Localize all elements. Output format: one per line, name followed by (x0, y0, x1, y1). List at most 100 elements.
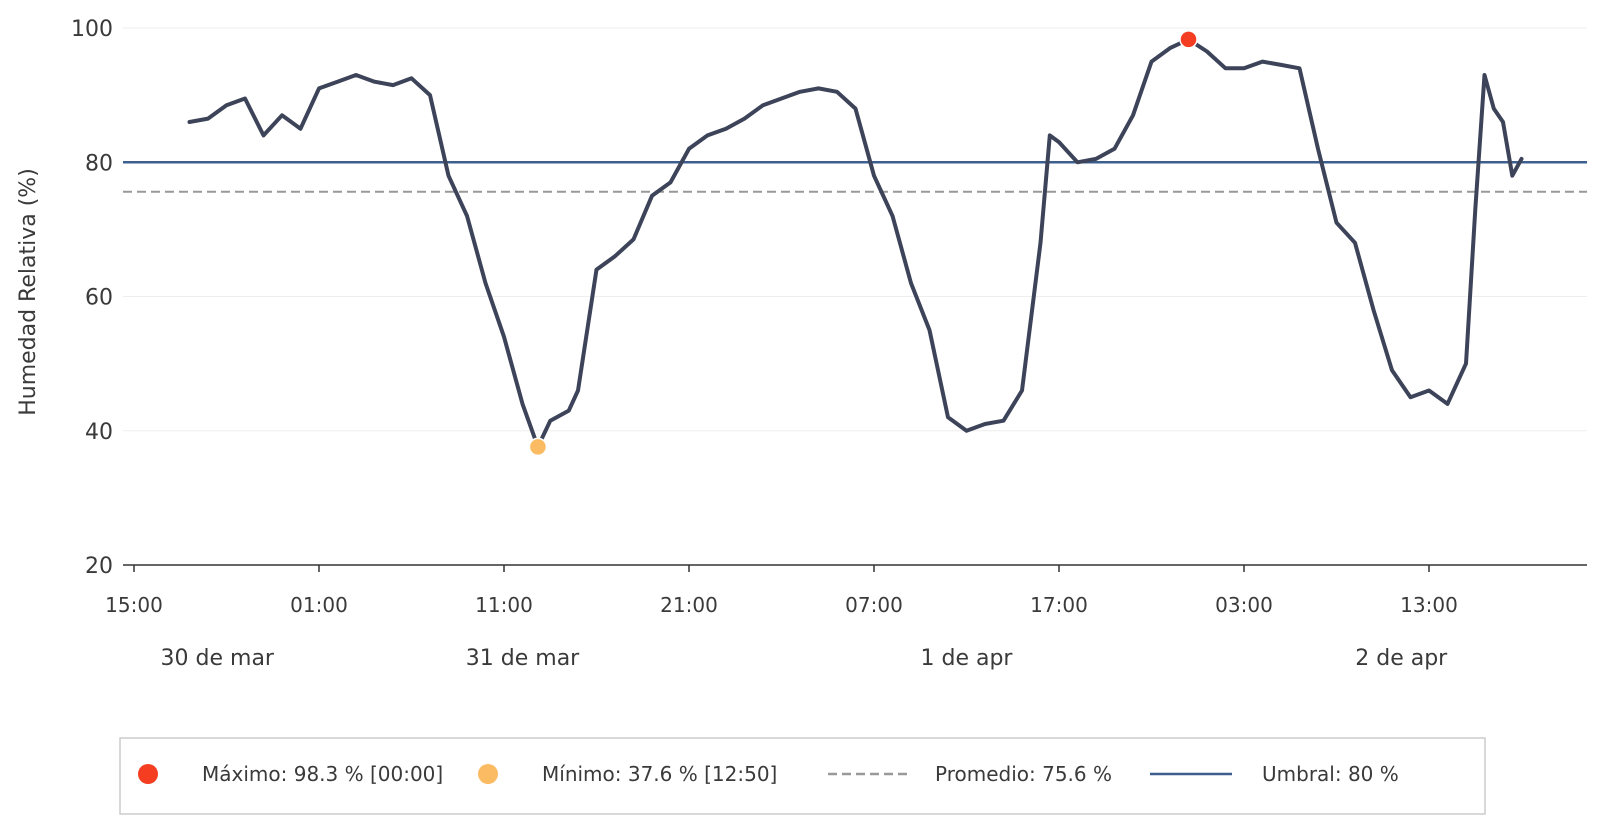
humidity-data-point (280, 113, 284, 117)
grid-lines (123, 27, 1587, 432)
humidity-data-point (548, 419, 552, 423)
humidity-data-point (372, 80, 377, 84)
humidity-data-point (335, 80, 340, 84)
humidity-data-point (1353, 241, 1357, 245)
humidity-data-point (206, 117, 210, 121)
humidity-data-point (1131, 113, 1135, 117)
humidity-data-point (317, 86, 321, 90)
legend-box (119, 737, 1486, 815)
legend: Máximo: 98.3 % [00:00] Mínimo: 37.6 % [12… (119, 737, 1486, 815)
x-tick-label: 15:00 (105, 593, 163, 617)
min-marker (528, 437, 548, 457)
humidity-data-point (1464, 362, 1468, 366)
humidity-data-point (567, 409, 571, 413)
legend-marker-dot (478, 764, 498, 784)
humidity-data-point (1260, 60, 1265, 64)
humidity-data-point (1519, 157, 1524, 161)
humidity-data-point (890, 214, 895, 218)
humidity-data-point (1205, 49, 1209, 54)
humidity-data-point (1390, 368, 1394, 372)
humidity-data-point (613, 254, 617, 258)
humidity-data-point (668, 180, 673, 184)
date-label: 1 de apr (921, 646, 1014, 671)
humidity-data-point (1408, 395, 1413, 399)
legend-marker-dot (138, 764, 158, 784)
humidity-data-point (261, 133, 266, 137)
humidity-data-point (1445, 402, 1450, 406)
humidity-data-point (779, 96, 784, 101)
humidity-data-point (594, 268, 599, 272)
humidity-data-point (1427, 388, 1431, 393)
humidity-data-point (1094, 157, 1098, 161)
humidity-data-point (1112, 147, 1117, 151)
humidity-data-point (520, 402, 525, 406)
date-label: 2 de apr (1355, 646, 1448, 671)
humidity-data-point (465, 214, 469, 218)
y-tick-label: 60 (85, 286, 113, 311)
humidity-data-point (1048, 133, 1052, 137)
humidity-data-point (1473, 207, 1477, 211)
humidity-data-point (761, 103, 765, 107)
humidity-data-point (409, 76, 414, 80)
humidity-data-point (964, 429, 969, 433)
max-marker (1179, 30, 1198, 49)
humidity-data-point (1075, 160, 1080, 164)
humidity-data-point (1334, 221, 1339, 225)
legend-label: Umbral: 80 % (1262, 762, 1399, 786)
humidity-data-point (1001, 419, 1006, 423)
series-layer (187, 37, 1524, 449)
humidity-data-point (354, 73, 358, 77)
humidity-data-point (298, 127, 303, 131)
humidity-data-point (1316, 147, 1320, 151)
y-tick-label: 20 (85, 554, 113, 579)
y-tick-label: 80 (85, 151, 113, 176)
date-label: 31 de mar (466, 646, 580, 671)
x-tick-label: 17:00 (1030, 593, 1088, 617)
humidity-data-point (816, 86, 821, 90)
axes: 20 40 60 80 100 15:00 01:00 11:00 21:00 07:00 17:0… (71, 17, 1587, 671)
y-tick-label: 40 (85, 420, 113, 445)
humidity-data-point (1057, 140, 1061, 144)
humidity-data-point (927, 328, 932, 332)
humidity-data-point (1492, 107, 1496, 111)
y-axis-label: Humedad Relativa (%) (16, 168, 41, 416)
humidity-data-point (946, 415, 950, 419)
humidity-data-point (687, 147, 691, 151)
humidity-data-point (1482, 73, 1487, 77)
date-label: 30 de mar (161, 646, 275, 671)
humidity-data-point (1510, 174, 1514, 178)
humidity-data-point (853, 107, 858, 111)
humidity-data-point (1149, 60, 1154, 64)
legend-label: Mínimo: 37.6 % [12:50] (542, 762, 777, 786)
humidity-data-point (1168, 46, 1172, 50)
legend-label: Promedio: 75.6 % (935, 762, 1112, 786)
humidity-data-point (1371, 308, 1376, 312)
x-tick-label: 11:00 (475, 593, 533, 617)
humidity-data-point (187, 120, 192, 124)
humidity-series-line (187, 37, 1524, 449)
humidity-data-point (983, 422, 987, 426)
humidity-data-point (742, 117, 747, 121)
x-tick-label: 21:00 (660, 593, 718, 617)
humidity-data-point (1297, 66, 1302, 70)
humidity-data-point (650, 194, 654, 198)
humidity-data-point (1223, 66, 1228, 70)
humidity-data-point (1279, 63, 1283, 67)
humidity-data-point (909, 281, 913, 285)
humidity-data-point (798, 90, 802, 94)
humidity-data-point (446, 174, 451, 178)
humidity-data-point (576, 388, 580, 393)
marker-layer (528, 30, 1198, 457)
humidity-data-point (872, 174, 876, 178)
humidity-data-point (483, 281, 488, 285)
humidity-data-point (631, 237, 636, 241)
x-tick-label: 01:00 (290, 593, 348, 617)
x-tick-label: 13:00 (1400, 593, 1458, 617)
humidity-data-point (502, 335, 506, 339)
humidity-data-point (243, 96, 247, 101)
humidity-data-point (835, 90, 839, 94)
humidity-data-point (224, 103, 229, 107)
humidity-data-point (1242, 66, 1246, 70)
humidity-data-point (391, 83, 395, 87)
